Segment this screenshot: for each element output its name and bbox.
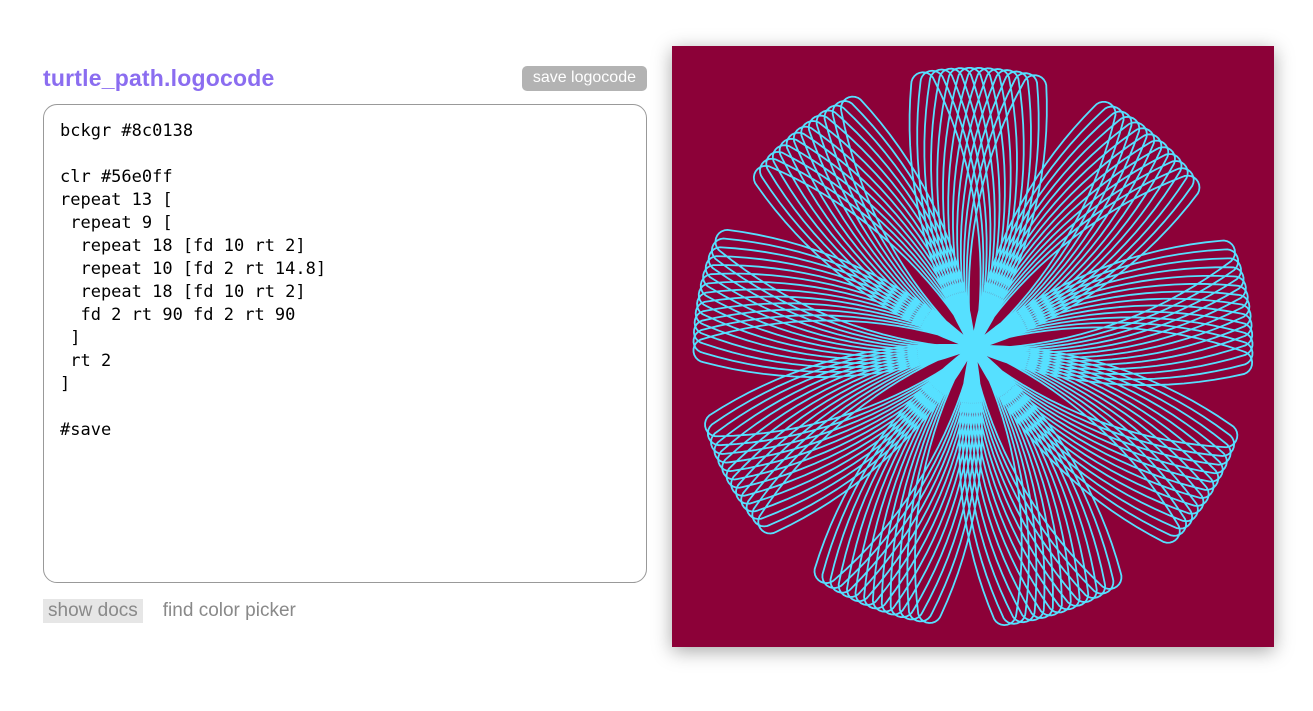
file-title: turtle_path.logocode <box>43 65 275 91</box>
editor-header: turtle_path.logocode save logocode <box>43 62 647 95</box>
find-color-picker-link[interactable]: find color picker <box>162 600 296 621</box>
footer-links: show docs find color picker <box>43 599 647 623</box>
editor-pane: turtle_path.logocode save logocode bckgr… <box>43 62 647 623</box>
logocode-editor-textarea[interactable]: bckgr #8c0138 clr #56e0ff repeat 13 [ re… <box>43 104 647 583</box>
turtle-drawing-canvas <box>672 46 1274 647</box>
show-docs-button[interactable]: show docs <box>43 599 143 623</box>
save-logocode-button[interactable]: save logocode <box>521 66 647 91</box>
